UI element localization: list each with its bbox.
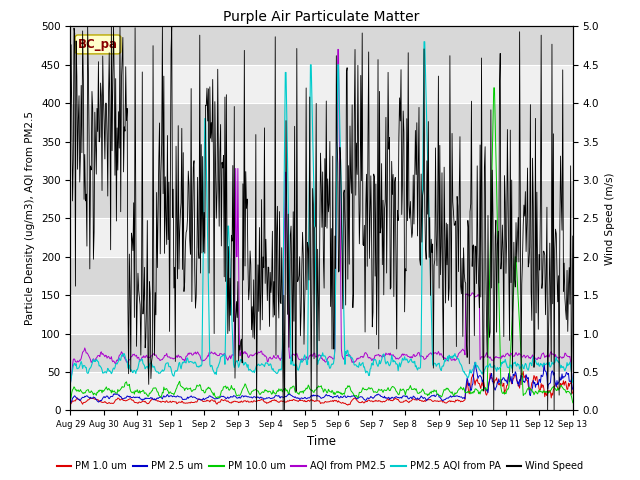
Legend: PM 1.0 um, PM 2.5 um, PM 10.0 um, AQI from PM2.5, PM2.5 AQI from PA, Wind Speed: PM 1.0 um, PM 2.5 um, PM 10.0 um, AQI fr… — [53, 457, 587, 475]
Bar — [70, 26, 573, 65]
Bar — [70, 372, 573, 410]
Title: Purple Air Particulate Matter: Purple Air Particulate Matter — [223, 10, 420, 24]
Bar — [70, 103, 573, 142]
Bar — [70, 65, 573, 103]
Bar — [70, 218, 573, 257]
Y-axis label: Particle Density (ug/m3), AQI from PM2.5: Particle Density (ug/m3), AQI from PM2.5 — [26, 111, 35, 325]
Text: BC_pa: BC_pa — [78, 38, 118, 51]
Bar — [70, 142, 573, 180]
X-axis label: Time: Time — [307, 435, 336, 448]
Bar — [70, 295, 573, 334]
Bar — [70, 257, 573, 295]
Bar — [70, 180, 573, 218]
Bar — [70, 334, 573, 372]
Y-axis label: Wind Speed (m/s): Wind Speed (m/s) — [605, 172, 614, 264]
